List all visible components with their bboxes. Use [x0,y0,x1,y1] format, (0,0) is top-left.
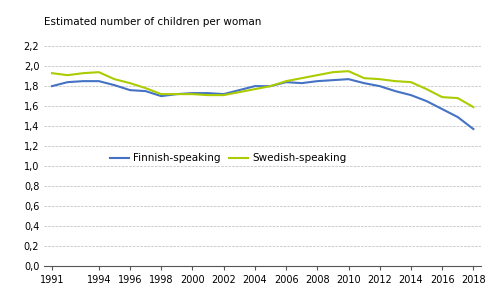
Finnish-speaking [299,81,304,85]
Swedish-speaking [111,77,117,81]
Swedish-speaking [299,76,304,80]
Finnish-speaking [330,78,336,82]
Finnish-speaking [283,80,289,84]
Finnish-speaking [143,89,149,93]
Swedish-speaking [221,93,227,97]
Swedish-speaking [65,73,71,77]
Swedish-speaking [424,87,430,91]
Text: Estimated number of children per woman: Estimated number of children per woman [44,17,262,27]
Finnish-speaking [408,93,414,97]
Finnish-speaking [174,92,180,96]
Swedish-speaking [268,84,273,88]
Finnish-speaking [439,107,445,111]
Swedish-speaking [127,81,133,85]
Swedish-speaking [205,93,211,97]
Legend: Finnish-speaking, Swedish-speaking: Finnish-speaking, Swedish-speaking [106,149,351,168]
Finnish-speaking [190,91,195,95]
Swedish-speaking [174,92,180,96]
Finnish-speaking [252,84,258,88]
Finnish-speaking [49,84,55,88]
Finnish-speaking [377,84,382,88]
Finnish-speaking [205,91,211,95]
Swedish-speaking [80,71,86,75]
Swedish-speaking [439,95,445,99]
Swedish-speaking [143,86,149,90]
Swedish-speaking [408,80,414,84]
Finnish-speaking [361,81,367,85]
Swedish-speaking [158,92,164,96]
Finnish-speaking [221,92,227,96]
Swedish-speaking [346,69,352,73]
Line: Swedish-speaking: Swedish-speaking [52,71,473,107]
Swedish-speaking [190,92,195,96]
Swedish-speaking [96,70,102,74]
Finnish-speaking [158,94,164,98]
Finnish-speaking [127,88,133,92]
Swedish-speaking [236,90,242,94]
Swedish-speaking [252,87,258,91]
Swedish-speaking [377,77,382,81]
Finnish-speaking [96,79,102,83]
Swedish-speaking [470,105,476,109]
Swedish-speaking [455,96,461,100]
Finnish-speaking [268,84,273,88]
Swedish-speaking [361,76,367,80]
Finnish-speaking [470,127,476,131]
Finnish-speaking [65,80,71,84]
Swedish-speaking [49,71,55,75]
Swedish-speaking [392,79,398,83]
Finnish-speaking [111,83,117,87]
Swedish-speaking [314,73,320,77]
Finnish-speaking [314,79,320,83]
Finnish-speaking [424,99,430,103]
Finnish-speaking [80,79,86,83]
Finnish-speaking [455,115,461,119]
Swedish-speaking [283,79,289,83]
Swedish-speaking [330,70,336,74]
Finnish-speaking [346,77,352,81]
Finnish-speaking [392,89,398,93]
Finnish-speaking [236,88,242,92]
Line: Finnish-speaking: Finnish-speaking [52,79,473,129]
